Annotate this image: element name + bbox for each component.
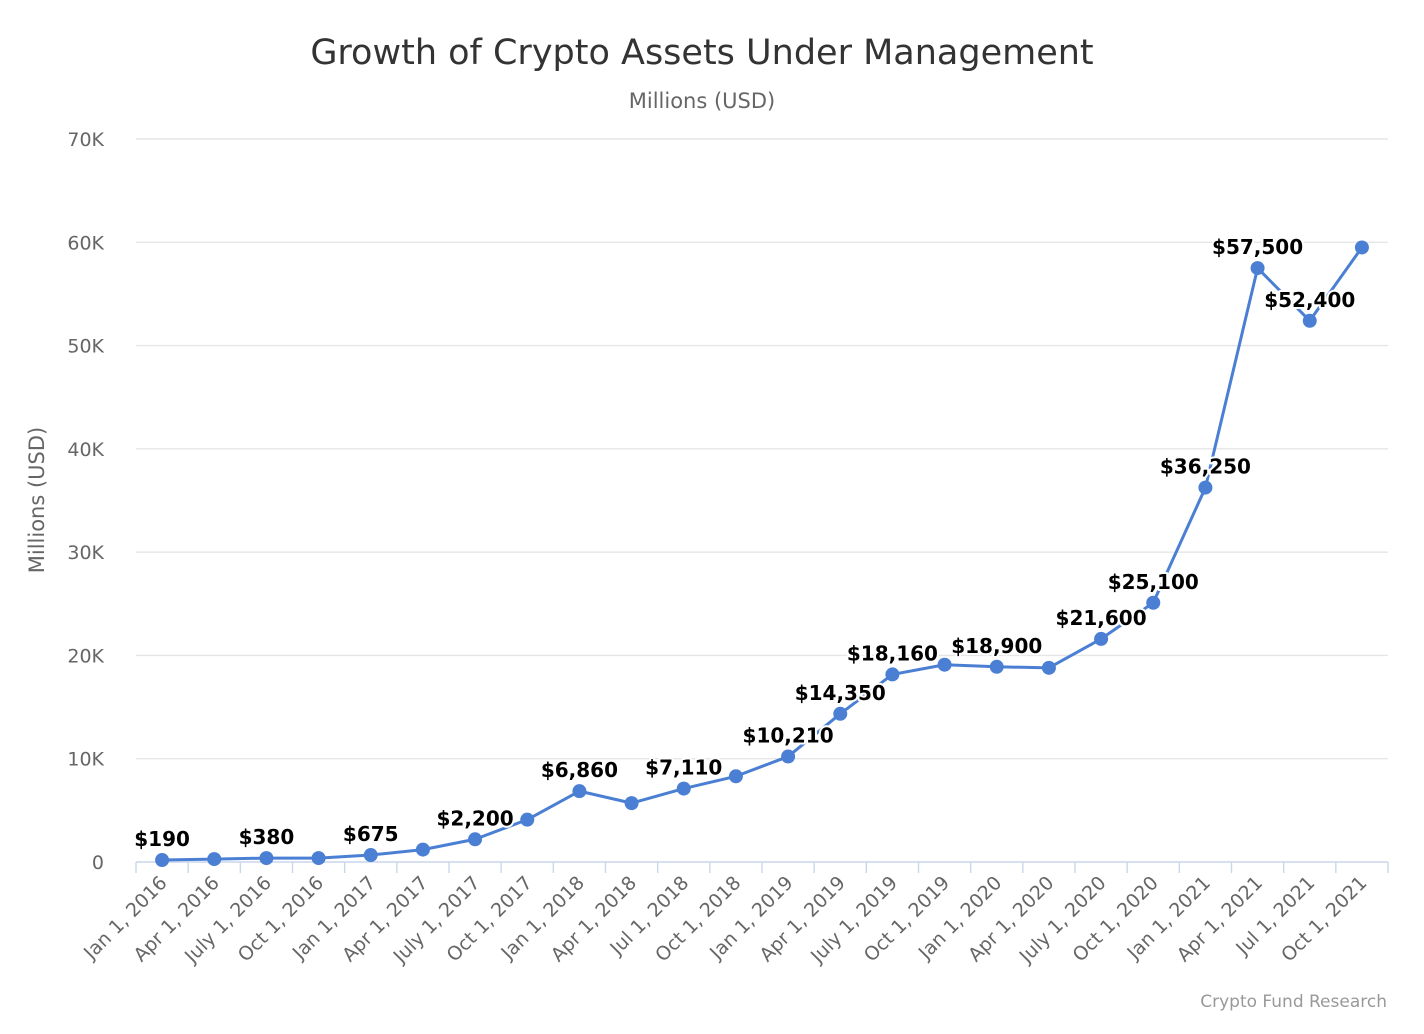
data-point[interactable] [1041,660,1056,675]
data-label: $6,860 [541,758,618,782]
data-label: $380 [239,825,295,849]
data-point[interactable] [415,842,430,857]
credit-text[interactable]: Crypto Fund Research [1200,992,1387,1012]
y-tick-label: 20K [67,645,104,667]
data-label: $18,900 [951,634,1042,658]
data-point[interactable] [1250,261,1265,276]
data-label: $2,200 [436,806,513,830]
data-label: $25,100 [1108,570,1199,594]
data-point[interactable] [259,851,274,866]
data-point[interactable] [311,851,326,866]
data-point[interactable] [363,848,378,863]
data-point[interactable] [1146,595,1161,610]
y-tick-label: 60K [67,232,104,254]
data-point[interactable] [1354,240,1369,255]
x-axis [135,861,1389,873]
data-point[interactable] [676,781,691,796]
data-label: $36,250 [1160,455,1251,479]
y-axis-ticks: 0 10K 20K 30K 40K 50K 60K 70K [67,129,104,874]
data-labels: $190 $380 $675 $2,200 $6,860 $7,110 $10,210 $14… [132,233,1357,853]
gridlines [136,138,1388,760]
data-point[interactable] [1302,313,1317,328]
chart-title: Growth of Crypto Assets Under Management [310,33,1093,73]
data-point[interactable] [989,659,1004,674]
data-point[interactable] [937,657,952,672]
data-label: $190 [134,827,190,851]
y-tick-label: 70K [67,129,104,151]
y-axis-label: Millions (USD) [25,427,49,574]
y-tick-label: 40K [67,439,104,461]
series-line [162,246,1364,862]
data-point[interactable] [1198,480,1213,495]
data-point[interactable] [833,706,848,721]
data-label: $18,160 [847,641,938,665]
data-point[interactable] [781,749,796,764]
data-label: $57,500 [1212,235,1303,259]
data-point[interactable] [728,769,743,784]
y-tick-label: 30K [67,542,104,564]
data-point[interactable] [520,812,535,827]
data-point[interactable] [155,853,170,868]
data-label: $7,110 [645,756,722,780]
data-point[interactable] [624,796,639,811]
data-label: $52,400 [1264,288,1355,312]
data-point[interactable] [1094,631,1109,646]
y-tick-label: 10K [67,749,104,771]
y-tick-label: 0 [92,852,104,874]
data-point[interactable] [572,784,587,799]
series-aum [155,240,1369,868]
data-label: $14,350 [795,681,886,705]
data-point[interactable] [885,667,900,682]
data-label: $10,210 [743,724,834,748]
data-label: $21,600 [1056,606,1147,630]
data-label: $675 [343,822,399,846]
y-tick-label: 50K [67,336,104,358]
data-point[interactable] [207,852,222,867]
chart-subtitle: Millions (USD) [629,89,776,113]
data-point[interactable] [468,832,483,847]
